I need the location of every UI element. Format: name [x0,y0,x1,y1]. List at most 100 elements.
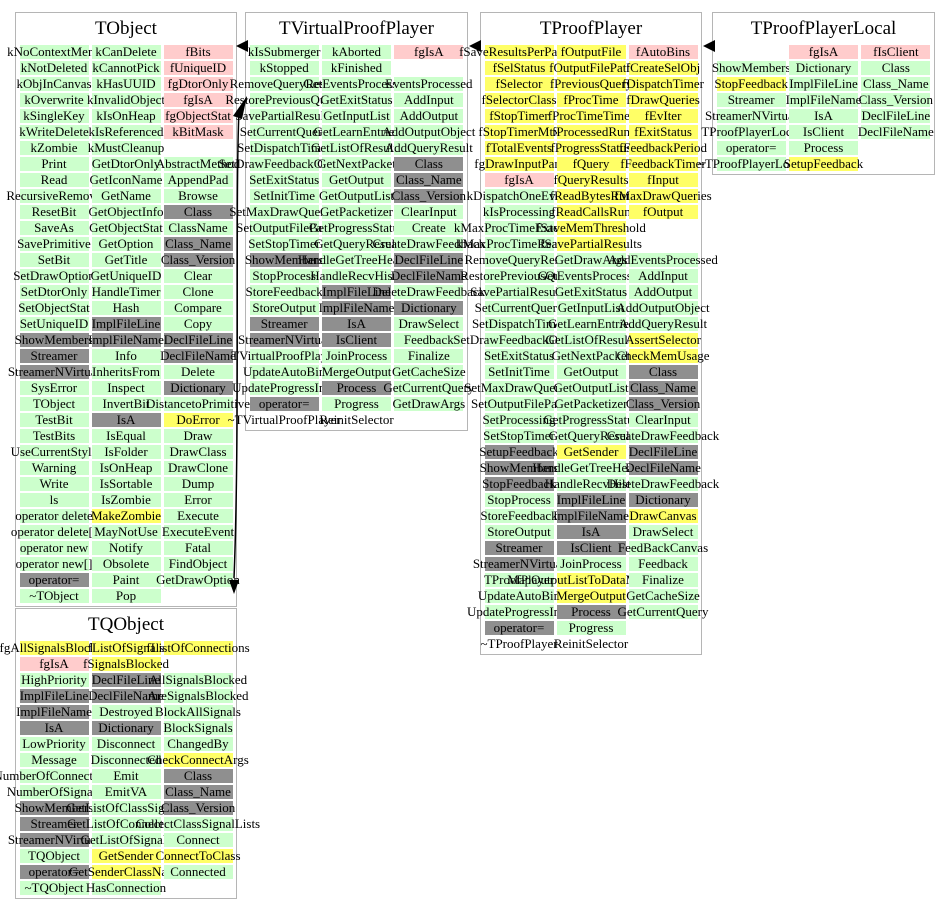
member-cell[interactable]: HasConnection [86,881,166,895]
member-cell[interactable]: fSelector [484,77,554,91]
member-cell[interactable]: Fatal [163,541,233,555]
member-cell[interactable]: GetOption [91,237,161,251]
member-cell[interactable]: Error [163,493,233,507]
member-cell[interactable]: IsA [19,721,89,735]
member-cell[interactable]: operator new [19,541,89,555]
member-cell[interactable]: kIsSubmerger [248,45,321,59]
class-title[interactable]: TProofPlayerLocal [750,18,897,39]
member-cell[interactable]: ImplFileName [319,301,394,315]
member-cell[interactable]: SetDrawFeedbackOption [453,333,585,347]
member-cell[interactable]: ~TObject [19,589,89,603]
member-cell[interactable]: GetLearnEntries [548,317,634,331]
member-cell[interactable]: fgDtorOnly [163,77,233,91]
member-cell[interactable]: Streamer [249,317,319,331]
member-cell[interactable]: LowPriority [19,737,89,751]
member-cell[interactable]: AppendPad [163,173,233,187]
member-cell[interactable]: operator= [249,397,319,411]
member-cell[interactable]: fgIsA [19,657,89,671]
member-cell[interactable]: ImplFileLine [91,317,161,331]
member-cell[interactable]: GetExitStatus [555,285,627,299]
member-cell[interactable]: Clear [163,269,233,283]
member-cell[interactable]: DeclFileName [391,269,467,283]
member-cell[interactable]: SetDrawOption [13,269,95,283]
member-cell[interactable]: GetCurrentQuery [383,381,474,395]
member-cell[interactable]: kMaxProcTimeExtended [454,221,584,235]
member-cell[interactable]: ReinitSelector [319,413,393,427]
member-cell[interactable]: kCannotPick [91,61,161,75]
member-cell[interactable]: DrawSelect [628,525,698,539]
member-cell[interactable]: StreamerNVirtual [238,333,330,347]
member-cell[interactable]: UpdateAutoBin [243,365,325,379]
member-cell[interactable]: UpdateAutoBin [478,589,560,603]
member-cell[interactable]: SetDispatchTimer [237,141,331,155]
member-cell[interactable]: Delete [163,365,233,379]
member-cell[interactable]: Disconnected [91,753,161,767]
member-cell[interactable]: Dictionary [628,493,698,507]
member-cell[interactable]: JoinProcess [321,349,392,363]
member-cell[interactable]: DeleteDrawFeedback [607,477,719,491]
member-cell[interactable]: Dump [163,477,233,491]
member-cell[interactable]: GetInputList [321,109,392,123]
member-cell[interactable]: DeclFileName [625,461,701,475]
member-cell[interactable]: Clone [163,285,233,299]
member-cell[interactable]: operator delete [15,509,93,523]
member-cell[interactable]: RestorePreviousQuery [225,93,343,107]
member-cell[interactable]: ResetBit [19,205,89,219]
member-cell[interactable]: Dictionary [788,61,859,75]
member-cell[interactable]: fReadCallsRun [551,205,631,219]
member-cell[interactable]: GetUniqueID [91,269,161,283]
member-cell[interactable]: Feedback [628,557,698,571]
class-title[interactable]: TQObject [88,614,164,635]
member-cell[interactable]: ShowMembers [712,61,791,75]
member-cell[interactable]: ImplFileName [88,333,164,347]
member-cell[interactable]: SetExitStatus [484,349,554,363]
member-cell[interactable]: ~TProofPlayerLocal [698,157,805,171]
member-cell[interactable]: HandleTimer [91,285,161,299]
member-cell[interactable]: fExitStatus [628,125,698,139]
member-cell[interactable]: operator= [19,865,89,879]
member-cell[interactable]: DeleteDrawFeedback [373,285,485,299]
member-cell[interactable]: ImplFileName [786,93,861,107]
member-cell[interactable]: ClearInput [628,413,698,427]
member-cell[interactable]: InvertBit [91,397,161,411]
member-cell[interactable]: SetExitStatus [249,173,319,187]
member-cell[interactable]: GetIconName [90,173,162,187]
member-cell[interactable]: SetInitTime [484,365,554,379]
class-title[interactable]: TVirtualProofPlayer [278,18,435,39]
member-cell[interactable]: CheckMemUsage [616,349,710,363]
member-cell[interactable]: SetInitTime [249,189,319,203]
member-cell[interactable]: Class [861,61,931,75]
member-cell[interactable]: fProcessedRun [552,125,630,139]
member-cell[interactable]: Browse [163,189,233,203]
member-cell[interactable]: ~TVirtualProofPlayer [228,413,341,427]
member-cell[interactable]: fCreateSelObj [626,61,700,75]
member-cell[interactable]: GetOutputList [319,189,394,203]
member-cell[interactable]: ImplFileLine [19,689,89,703]
member-cell[interactable]: GetProgressStatus [309,221,404,235]
member-cell[interactable]: DeclFileName [88,689,164,703]
member-cell[interactable]: StopProcess [249,269,319,283]
member-cell[interactable]: fgObjectStat [163,109,233,123]
member-cell[interactable]: GetDtorOnly [91,157,161,171]
member-cell[interactable]: kFinished [321,61,392,75]
member-cell[interactable]: Emit [91,769,161,783]
member-cell[interactable]: GetObjectInfo [88,205,164,219]
member-cell[interactable]: DeclFileName [160,349,236,363]
member-cell[interactable]: SavePrimitive [17,237,91,251]
member-cell[interactable]: GetNextPacket [552,349,630,363]
member-cell[interactable]: GetCacheSize [626,589,700,603]
member-cell[interactable]: TQObject [19,849,89,863]
member-cell[interactable]: ShowMembers [245,253,324,267]
member-cell[interactable]: ShowMembers [15,801,93,815]
member-cell[interactable]: SetOutputFilePath [471,397,567,411]
member-cell[interactable]: UpdateProgressInfo [467,605,571,619]
member-cell[interactable]: Inspect [91,381,161,395]
member-cell[interactable]: fFeedbackPeriod [619,141,707,155]
member-cell[interactable]: GetQueryResult [549,429,633,443]
member-cell[interactable]: ImplFileLine [788,77,859,91]
member-cell[interactable]: Execute [163,509,233,523]
member-cell[interactable]: AssertSelector [625,333,701,347]
member-cell[interactable]: SysError [19,381,89,395]
member-cell[interactable]: IsClient [321,333,392,347]
member-cell[interactable]: MayNotUse [91,525,161,539]
